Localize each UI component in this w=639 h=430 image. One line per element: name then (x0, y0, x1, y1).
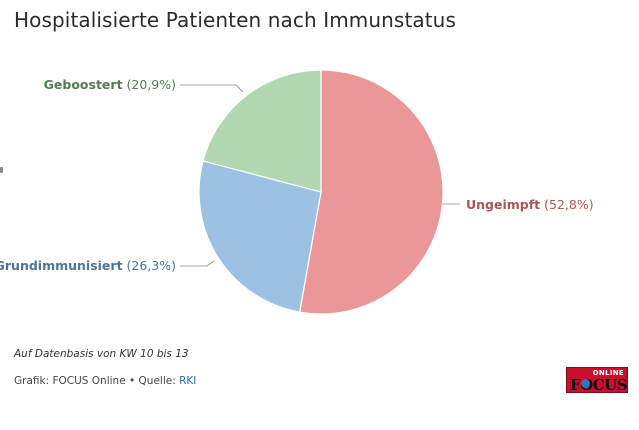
slice-label-ungeimpft: Ungeimpft (52,8%) (466, 197, 594, 212)
leader-line-geboostert (180, 84, 244, 93)
slice-label-name: Ungeimpft (466, 197, 540, 212)
logo-focus-text: FOCUS (570, 376, 628, 393)
source-line: Grafik: FOCUS Online • Quelle: RKI (14, 375, 196, 387)
chart-title: Hospitalisierte Patienten nach Immunstat… (14, 8, 456, 32)
logo-online-text: ONLINE (592, 369, 624, 377)
pie-slice-geboostert[interactable] (202, 69, 322, 193)
edge-marker (0, 167, 3, 173)
focus-online-logo: ONLINE FOCUS (566, 367, 628, 393)
slice-label-percent: (26,3%) (123, 258, 176, 273)
slice-label-grundimmunisiert: Grundimmunisiert (26,3%) (0, 258, 176, 273)
data-basis-note: Auf Datenbasis von KW 10 bis 13 (14, 348, 189, 360)
leader-line-grundimmunisiert (180, 260, 215, 267)
pie-slice-grundimmunisiert[interactable] (198, 160, 322, 313)
slice-label-name: Geboostert (44, 77, 123, 92)
slice-label-percent: (52,8%) (540, 197, 593, 212)
slice-label-name: Grundimmunisiert (0, 258, 123, 273)
slice-label-geboostert: Geboostert (20,9%) (44, 77, 176, 92)
globe-icon (581, 379, 590, 388)
pie-slice-ungeimpft[interactable] (298, 69, 444, 315)
slice-label-percent: (20,9%) (123, 77, 176, 92)
source-link-rki[interactable]: RKI (179, 375, 197, 387)
source-prefix: Grafik: FOCUS Online • Quelle: (14, 375, 180, 387)
